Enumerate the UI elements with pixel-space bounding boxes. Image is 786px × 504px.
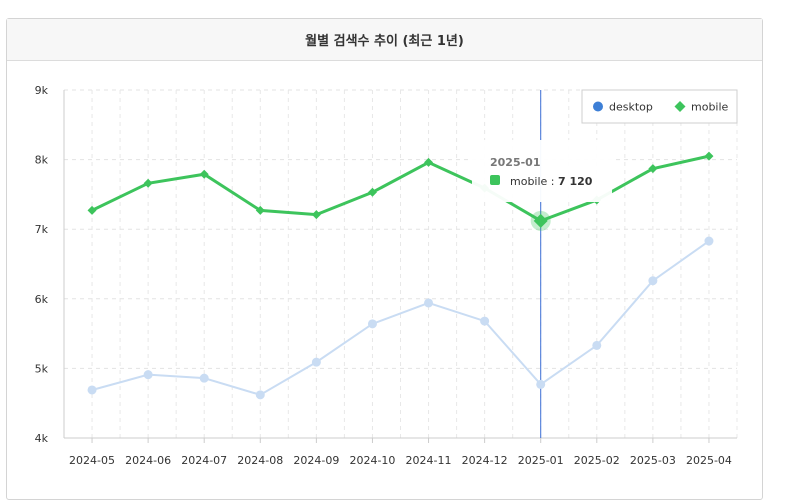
tooltip-series-name: mobile : 7 120 xyxy=(510,175,593,188)
x-tick-label: 2024-10 xyxy=(349,454,395,467)
legend-label-mobile[interactable]: mobile xyxy=(691,101,729,114)
data-point-desktop[interactable] xyxy=(143,370,153,380)
tooltip-box xyxy=(472,140,612,202)
legend-marker-mobile[interactable] xyxy=(674,101,686,112)
x-tick-label: 2024-05 xyxy=(69,454,115,467)
data-point-mobile-active[interactable] xyxy=(533,213,548,228)
x-tick-label: 2024-11 xyxy=(406,454,452,467)
legend-box xyxy=(581,89,738,124)
tooltip-category: 2025-01 xyxy=(490,156,541,169)
y-tick-label: 4k xyxy=(35,432,49,445)
data-point-desktop[interactable] xyxy=(480,316,490,326)
x-tick-label: 2024-12 xyxy=(462,454,508,467)
chart-title: 월별 검색수 추이 (최근 1년) xyxy=(7,19,762,61)
tooltip-value: 7 120 xyxy=(558,175,593,188)
legend-marker-desktop[interactable] xyxy=(593,101,603,112)
data-point-desktop[interactable] xyxy=(367,319,377,329)
tooltip-series-swatch xyxy=(490,175,500,185)
data-point-desktop[interactable] xyxy=(648,276,658,286)
x-tick-label: 2025-03 xyxy=(630,454,676,467)
y-tick-label: 8k xyxy=(35,154,49,167)
data-point-mobile[interactable] xyxy=(704,151,714,161)
data-point-mobile[interactable] xyxy=(199,169,209,179)
data-point-desktop[interactable] xyxy=(255,390,265,400)
x-tick-label: 2024-08 xyxy=(237,454,283,467)
data-point-mobile[interactable] xyxy=(367,187,377,197)
data-point-desktop[interactable] xyxy=(704,236,714,246)
data-point-mobile[interactable] xyxy=(255,205,265,215)
data-point-mobile[interactable] xyxy=(311,210,321,220)
y-tick-label: 9k xyxy=(35,84,49,97)
y-tick-label: 5k xyxy=(35,362,49,375)
x-tick-label: 2024-09 xyxy=(293,454,339,467)
data-point-mobile[interactable] xyxy=(648,164,658,174)
x-tick-label: 2025-01 xyxy=(518,454,564,467)
data-point-desktop[interactable] xyxy=(311,357,321,367)
data-point-desktop[interactable] xyxy=(87,385,97,395)
x-tick-label: 2025-02 xyxy=(574,454,620,467)
x-tick-label: 2024-06 xyxy=(125,454,171,467)
legend-label-desktop[interactable]: desktop xyxy=(609,101,653,114)
series-line-desktop xyxy=(91,240,710,396)
data-point-desktop[interactable] xyxy=(199,373,209,383)
data-point-desktop[interactable] xyxy=(592,340,602,350)
x-tick-label: 2024-07 xyxy=(181,454,227,467)
data-point-mobile[interactable] xyxy=(424,157,434,167)
y-tick-label: 6k xyxy=(35,293,49,306)
data-point-mobile[interactable] xyxy=(143,178,153,188)
data-point-mobile[interactable] xyxy=(87,205,97,215)
data-point-desktop[interactable] xyxy=(424,298,434,308)
data-point-desktop[interactable] xyxy=(536,379,546,389)
x-tick-label: 2025-04 xyxy=(686,454,732,467)
y-tick-label: 7k xyxy=(35,223,49,236)
